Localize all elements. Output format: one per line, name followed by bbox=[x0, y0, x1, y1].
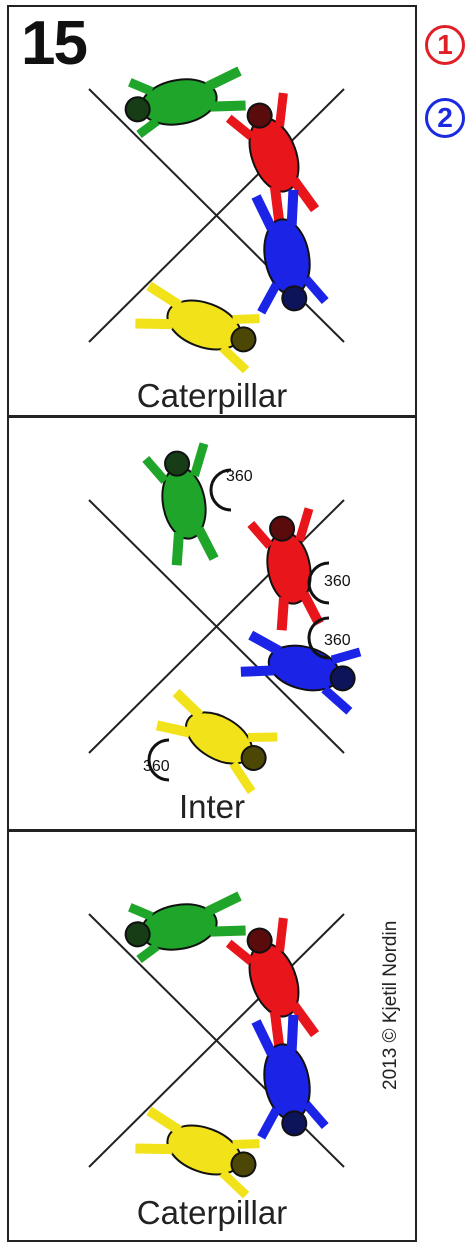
blue-jumper bbox=[251, 1014, 329, 1140]
red-jumper bbox=[247, 507, 324, 631]
green-jumper bbox=[124, 66, 246, 139]
green-jumper bbox=[124, 891, 246, 964]
panel-caption: Caterpillar bbox=[136, 377, 288, 414]
panel-inter: 360 360 360 360 Inter bbox=[7, 416, 417, 831]
rotation-arrow-icon bbox=[147, 468, 330, 782]
panel-caterpillar-2: Caterpillar bbox=[7, 830, 417, 1242]
panel-caterpillar-1: 15 Caterpillar bbox=[7, 5, 417, 417]
blue-jumper bbox=[251, 189, 329, 315]
yellow-jumper bbox=[135, 281, 260, 374]
panel-caption: Caterpillar bbox=[136, 1194, 288, 1231]
rotation-label: 360 bbox=[324, 632, 351, 649]
green-jumper bbox=[142, 442, 219, 566]
yellow-jumper bbox=[155, 688, 278, 794]
rotation-label: 360 bbox=[324, 573, 351, 590]
yellow-jumper bbox=[135, 1106, 260, 1199]
copyright-text: 2013 © Kjetil Nordin bbox=[380, 920, 401, 1090]
rotation-label: 360 bbox=[226, 468, 253, 485]
formation-number: 15 bbox=[21, 9, 88, 78]
slot-marker-1: 1 bbox=[425, 25, 465, 65]
red-jumper bbox=[225, 92, 320, 223]
red-jumper bbox=[225, 917, 320, 1048]
center-cross bbox=[88, 442, 362, 794]
panel-caption: Inter bbox=[178, 788, 246, 825]
rotation-label: 360 bbox=[143, 758, 170, 775]
center-cross bbox=[88, 66, 345, 374]
center-cross bbox=[88, 891, 345, 1199]
slot-marker-2: 2 bbox=[425, 98, 465, 138]
